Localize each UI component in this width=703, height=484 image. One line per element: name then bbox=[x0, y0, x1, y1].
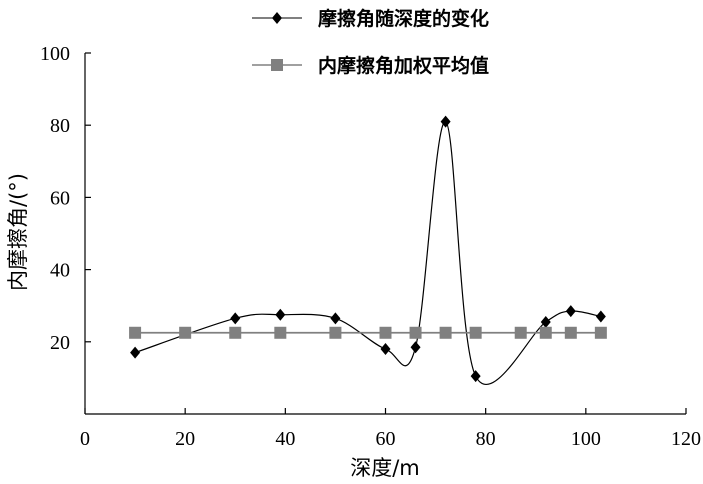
data-point bbox=[179, 326, 192, 339]
data-point bbox=[470, 370, 481, 383]
legend-marker-1 bbox=[272, 12, 282, 24]
x-tick-label: 40 bbox=[275, 428, 295, 450]
legend-label-1: 摩擦角随深度的变化 bbox=[318, 7, 489, 30]
data-point bbox=[274, 326, 287, 339]
data-point bbox=[595, 310, 606, 323]
x-tick-label: 20 bbox=[175, 428, 195, 450]
data-point bbox=[379, 326, 392, 339]
data-point bbox=[229, 326, 242, 339]
data-point bbox=[330, 312, 341, 325]
data-point bbox=[469, 326, 482, 339]
data-point bbox=[409, 326, 422, 339]
data-point bbox=[380, 343, 391, 356]
y-tick-label: 60 bbox=[50, 187, 70, 209]
y-axis-title: 内摩擦角/(°) bbox=[6, 173, 30, 291]
y-tick-label: 20 bbox=[50, 332, 70, 354]
data-point bbox=[129, 326, 142, 339]
x-tick-label: 80 bbox=[476, 428, 496, 450]
y-tick-label: 80 bbox=[50, 115, 70, 137]
data-point bbox=[329, 326, 342, 339]
data-point bbox=[564, 326, 577, 339]
data-point bbox=[594, 326, 607, 339]
y-tick-label: 40 bbox=[50, 260, 70, 282]
data-point bbox=[275, 308, 286, 321]
data-point bbox=[130, 346, 141, 359]
data-point bbox=[439, 326, 452, 339]
data-point bbox=[565, 305, 576, 318]
legend: 摩擦角随深度的变化 内摩擦角加权平均值 bbox=[252, 7, 489, 77]
data-point bbox=[230, 312, 241, 325]
axis-ticks: 0 20 40 60 80 100 120 20 40 60 80 100 bbox=[40, 43, 701, 450]
data-point bbox=[410, 341, 421, 354]
data-point bbox=[440, 115, 451, 128]
series-1-line bbox=[134, 120, 601, 386]
x-tick-label: 100 bbox=[571, 428, 601, 450]
data-point bbox=[539, 326, 552, 339]
x-axis-title: 深度/m bbox=[350, 456, 420, 480]
legend-label-2: 内摩擦角加权平均值 bbox=[318, 54, 489, 77]
x-tick-label: 60 bbox=[376, 428, 396, 450]
x-tick-label: 120 bbox=[671, 428, 701, 450]
y-tick-label: 100 bbox=[40, 43, 70, 65]
series-layer bbox=[129, 115, 607, 386]
data-point bbox=[514, 326, 527, 339]
axes bbox=[84, 53, 686, 415]
x-tick-label: 0 bbox=[80, 428, 90, 450]
data-point bbox=[540, 315, 551, 328]
legend-marker-2 bbox=[271, 59, 283, 71]
